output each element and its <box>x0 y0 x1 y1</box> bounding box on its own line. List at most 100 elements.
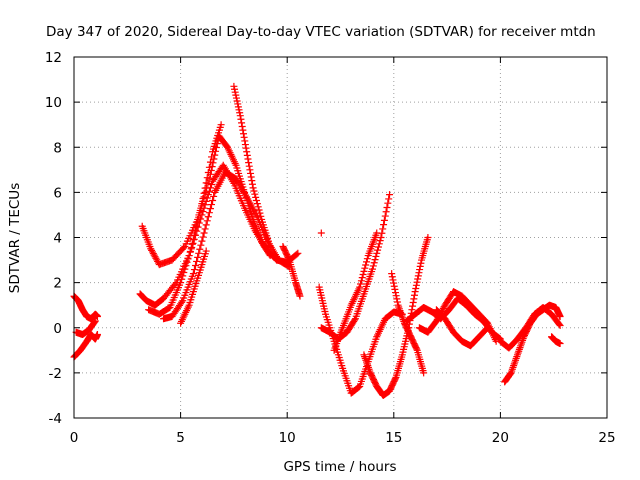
data-point <box>413 278 421 286</box>
data-point <box>381 212 389 220</box>
data-point <box>202 179 210 187</box>
data-point <box>210 192 218 200</box>
y-tick-label: 8 <box>53 140 62 156</box>
data-point <box>217 121 225 129</box>
data-point <box>285 255 293 263</box>
x-tick-label: 0 <box>70 430 79 446</box>
data-point <box>252 196 260 204</box>
data-point <box>248 180 256 188</box>
y-axis-label: SDTVAR / TECUs <box>7 183 23 293</box>
data-point <box>185 252 193 260</box>
data-point <box>252 193 260 201</box>
series-arc-1a <box>70 292 101 323</box>
data-point <box>380 221 388 229</box>
series-arc-19 <box>496 303 564 352</box>
series-arc-7 <box>230 82 274 251</box>
data-point <box>241 137 249 145</box>
y-tick-label: 2 <box>53 276 62 292</box>
x-tick-label: 15 <box>385 430 402 446</box>
data-point <box>382 208 390 216</box>
data-point <box>203 174 211 182</box>
data-point <box>254 203 262 211</box>
data-point <box>253 200 261 208</box>
data-point <box>192 261 200 269</box>
data-point <box>412 281 420 289</box>
data-point <box>414 275 422 283</box>
data-point <box>255 206 263 214</box>
data-point <box>236 109 244 117</box>
y-tick-label: 4 <box>53 231 62 247</box>
data-point <box>250 187 258 195</box>
data-point <box>266 252 274 260</box>
data-point <box>240 133 248 141</box>
data-point <box>151 253 159 261</box>
data-point <box>187 245 195 253</box>
data-point <box>180 244 188 252</box>
data-point <box>148 246 156 254</box>
data-point <box>388 273 396 281</box>
data-point <box>370 259 378 267</box>
data-point <box>496 334 504 342</box>
data-point <box>357 277 365 285</box>
data-point <box>412 284 420 292</box>
data-point <box>93 312 101 320</box>
data-point <box>194 218 202 226</box>
series-arc-10 <box>317 191 394 343</box>
data-points <box>70 82 564 399</box>
data-point <box>245 162 253 170</box>
data-point <box>193 257 201 265</box>
y-tick-label: -2 <box>49 366 62 382</box>
data-point <box>385 195 393 203</box>
data-point <box>439 304 447 312</box>
data-point <box>415 269 423 277</box>
data-point <box>417 259 425 267</box>
y-tick-label: 6 <box>53 185 62 201</box>
data-point <box>257 212 265 220</box>
data-point <box>293 250 301 258</box>
data-point <box>414 272 422 280</box>
data-point <box>371 256 379 264</box>
data-point <box>393 298 401 306</box>
data-point <box>390 282 398 290</box>
data-point <box>192 227 200 235</box>
data-point <box>153 256 161 264</box>
data-point <box>177 279 185 287</box>
data-point <box>245 159 253 167</box>
data-point <box>239 126 247 134</box>
data-point <box>390 279 398 287</box>
data-point <box>91 317 99 325</box>
x-axis-label: GPS time / hours <box>283 459 396 475</box>
data-point <box>266 243 274 251</box>
data-point <box>380 216 388 224</box>
data-point <box>265 250 273 258</box>
data-point <box>238 122 246 130</box>
data-point <box>189 236 197 244</box>
data-point <box>374 246 382 254</box>
data-point <box>376 237 384 245</box>
data-point <box>388 270 396 278</box>
data-point <box>363 258 371 266</box>
data-point <box>360 267 368 275</box>
data-point <box>196 209 204 217</box>
data-point <box>189 270 197 278</box>
data-point <box>392 289 400 297</box>
data-point <box>386 191 394 199</box>
data-point <box>202 221 210 229</box>
data-point <box>208 153 216 161</box>
series-arc-12 <box>360 234 432 399</box>
data-point <box>379 225 387 233</box>
data-point <box>209 196 217 204</box>
data-point <box>424 234 432 241</box>
data-point <box>93 331 101 339</box>
series-arc-8 <box>279 243 304 300</box>
data-point <box>186 248 194 256</box>
series-arc-14 <box>317 229 325 237</box>
grid <box>74 57 607 418</box>
data-point <box>197 204 205 212</box>
data-point <box>182 262 190 270</box>
data-point <box>180 268 188 276</box>
data-point <box>183 258 191 266</box>
series-arc-4 <box>145 121 225 318</box>
data-point <box>243 151 251 159</box>
